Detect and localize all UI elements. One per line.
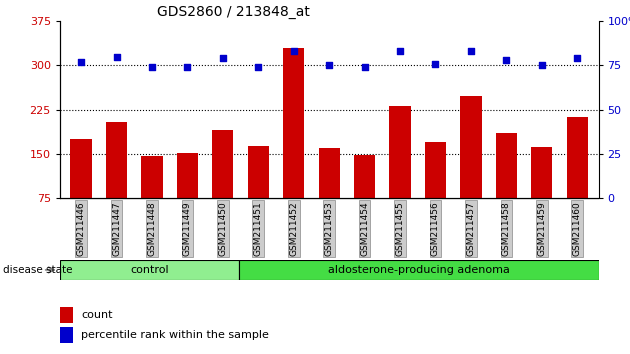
Bar <box>141 156 163 242</box>
Point <box>253 64 263 70</box>
Point <box>360 64 370 70</box>
Text: GSM211455: GSM211455 <box>396 201 404 256</box>
Text: count: count <box>81 310 113 320</box>
Text: GSM211452: GSM211452 <box>289 201 298 256</box>
Point <box>147 64 157 70</box>
Point <box>324 63 334 68</box>
Text: GSM211454: GSM211454 <box>360 201 369 256</box>
Bar <box>566 117 588 242</box>
Bar <box>106 121 127 242</box>
Bar <box>60 260 239 280</box>
Text: GSM211458: GSM211458 <box>502 201 511 256</box>
Text: percentile rank within the sample: percentile rank within the sample <box>81 330 269 340</box>
Text: GSM211453: GSM211453 <box>324 201 334 256</box>
Bar <box>389 105 411 242</box>
Point <box>537 63 547 68</box>
Bar <box>239 260 598 280</box>
Point <box>183 64 193 70</box>
Text: disease state: disease state <box>3 265 72 275</box>
Bar <box>212 130 234 242</box>
Text: GSM211446: GSM211446 <box>77 201 86 256</box>
Text: GSM211451: GSM211451 <box>254 201 263 256</box>
Text: GSM211457: GSM211457 <box>466 201 476 256</box>
Bar <box>71 139 92 242</box>
Bar <box>319 148 340 242</box>
Bar <box>177 153 198 242</box>
Point <box>218 56 228 61</box>
Bar <box>461 96 481 242</box>
Point <box>466 48 476 54</box>
Text: GSM211449: GSM211449 <box>183 201 192 256</box>
Text: GSM211447: GSM211447 <box>112 201 121 256</box>
Bar <box>354 155 375 242</box>
Point <box>76 59 86 65</box>
Point <box>289 48 299 54</box>
Bar <box>425 142 446 242</box>
Bar <box>60 327 73 343</box>
Bar <box>496 133 517 242</box>
Bar <box>60 307 73 323</box>
Point <box>395 48 405 54</box>
Point <box>112 54 122 59</box>
Point <box>430 61 440 67</box>
Point <box>501 57 512 63</box>
Text: aldosterone-producing adenoma: aldosterone-producing adenoma <box>328 265 510 275</box>
Bar <box>248 146 269 242</box>
Point <box>572 56 582 61</box>
Text: GSM211456: GSM211456 <box>431 201 440 256</box>
Text: control: control <box>130 265 169 275</box>
Text: GSM211460: GSM211460 <box>573 201 581 256</box>
Text: GDS2860 / 213848_at: GDS2860 / 213848_at <box>157 5 310 19</box>
Bar <box>283 48 304 242</box>
Text: GSM211448: GSM211448 <box>147 201 156 256</box>
Bar <box>531 147 553 242</box>
Text: GSM211459: GSM211459 <box>537 201 546 256</box>
Text: GSM211450: GSM211450 <box>219 201 227 256</box>
